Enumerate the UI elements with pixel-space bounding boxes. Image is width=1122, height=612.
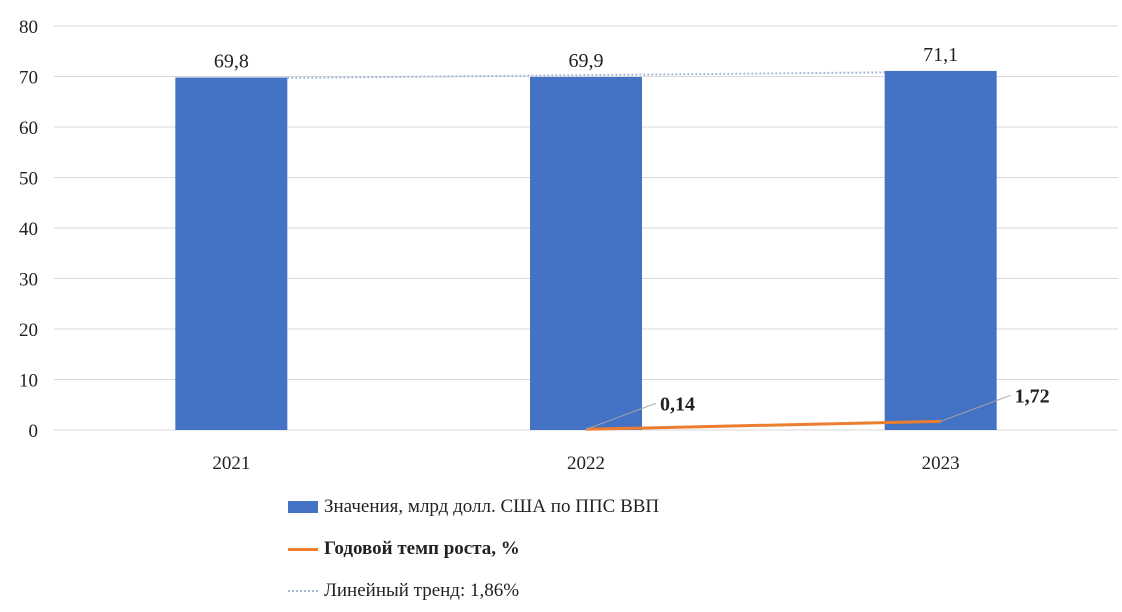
growth-value-label: 1,72 [1015, 385, 1050, 407]
bar-value-label: 71,1 [923, 44, 958, 66]
growth-line-path [585, 419, 941, 431]
bar-value-label: 69,8 [214, 51, 249, 73]
y-tick-label: 0 [29, 421, 39, 442]
legend-label-values: Значения, млрд долл. США по ППС ВВП [324, 496, 660, 517]
y-tick-label: 20 [19, 320, 38, 341]
y-tick-label: 80 [19, 17, 38, 38]
bar [530, 77, 642, 430]
bars [175, 70, 997, 430]
y-tick-label: 10 [19, 371, 38, 392]
bar [175, 77, 288, 430]
bar-value-label: 69,9 [569, 50, 604, 72]
trendline [287, 70, 941, 79]
legend-line-swatch [288, 547, 318, 551]
y-tick-label: 60 [19, 118, 38, 139]
x-tick-label: 2021 [212, 453, 250, 470]
legend-item-growth: Годовой темп роста, % [288, 528, 659, 570]
legend-trend-swatch [288, 590, 318, 592]
growth-leader-line [585, 402, 657, 430]
legend-item-trend: Линейный тренд: 1,86% [288, 570, 659, 612]
axis-labels: 0 10 20 30 40 50 60 70 80 2021 2022 2023 [19, 17, 960, 470]
y-tick-label: 70 [19, 68, 38, 89]
growth-line [585, 419, 941, 431]
x-tick-label: 2023 [922, 453, 960, 470]
growth-leader-line [940, 394, 1011, 422]
growth-value-label: 0,14 [660, 393, 695, 415]
legend-bar-swatch [288, 501, 318, 513]
y-tick-label: 40 [19, 219, 38, 240]
bar [884, 70, 997, 430]
legend-item-values: Значения, млрд долл. США по ППС ВВП [288, 486, 659, 528]
legend: Значения, млрд долл. США по ППС ВВП Годо… [288, 486, 659, 612]
legend-label-growth: Годовой темп роста, % [324, 538, 520, 559]
y-tick-label: 50 [19, 169, 38, 190]
data-labels: 69,8 69,9 71,1 0,14 1,72 [214, 44, 1050, 430]
legend-label-trend: Линейный тренд: 1,86% [324, 580, 520, 601]
chart: 69,8 69,9 71,1 0,14 1,72 0 10 20 30 40 50 60 70 80 20… [19, 17, 1118, 470]
x-tick-label: 2022 [567, 453, 605, 470]
trendline-path [287, 70, 941, 79]
y-tick-label: 30 [19, 270, 38, 291]
